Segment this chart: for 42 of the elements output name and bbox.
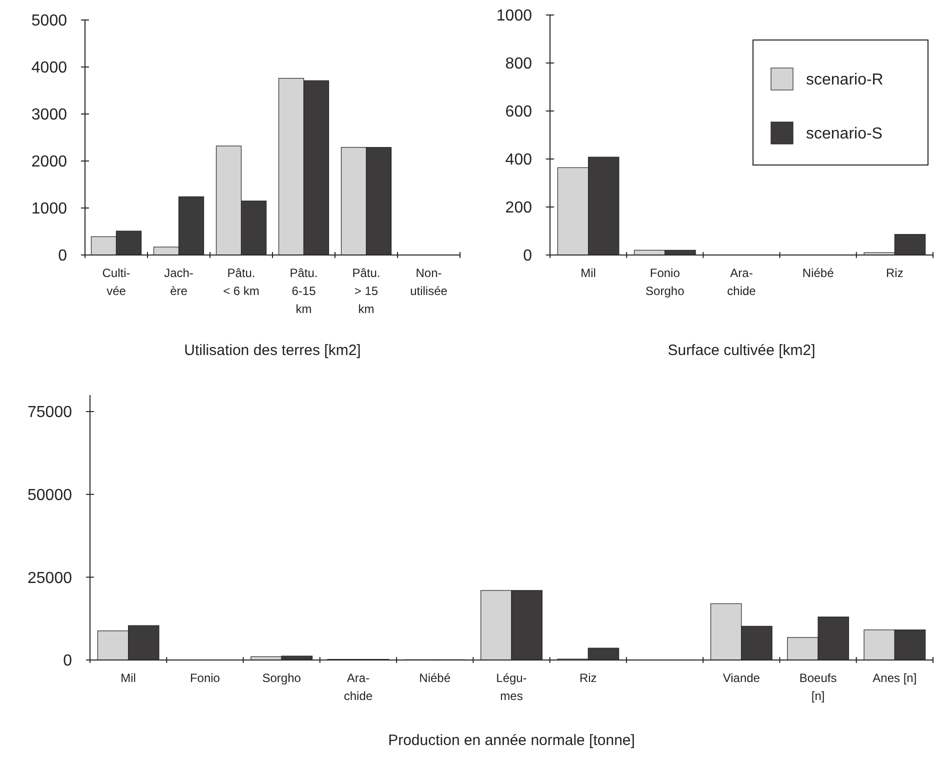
x-tick-label: Pâtu. < 6 km xyxy=(223,266,260,298)
x-tick-label: Fonio Sorgho xyxy=(646,266,685,298)
x-tick-label: Fonio xyxy=(190,671,220,685)
x-tick-label: Boeufs [n] xyxy=(799,671,837,703)
y-tick-label: 1000 xyxy=(496,8,532,25)
y-tick-label: 25000 xyxy=(28,570,72,587)
x-tick-label: Sorgho xyxy=(262,671,302,685)
x-tick-label: Anes [n] xyxy=(872,671,917,685)
y-tick-label: 600 xyxy=(505,104,532,121)
y-tick-label: 0 xyxy=(58,248,68,265)
y-tick-label: 4000 xyxy=(31,60,68,77)
y-tick-label: 50000 xyxy=(28,486,72,504)
y-tick-label: 75000 xyxy=(28,404,72,422)
y-tick-label: 3000 xyxy=(31,106,68,124)
y-tick-label: 5000 xyxy=(31,12,68,30)
x-tick-label: Légu- mes xyxy=(496,671,527,703)
x-tick-label: Riz xyxy=(579,671,597,685)
x-axis-title: Surface cultivée [km2] xyxy=(668,342,816,359)
y-tick-label: 2000 xyxy=(31,154,68,171)
y-tick-label: 1000 xyxy=(31,200,68,218)
x-tick-label: Pâtu. > 15 km xyxy=(352,266,380,316)
x-tick-label: Non- utilisée xyxy=(410,266,448,298)
x-tick-label: Pâtu. 6-15 km xyxy=(290,266,318,316)
x-tick-label: Mil xyxy=(580,266,596,280)
x-tick-label: Riz xyxy=(886,266,904,280)
legend-label: scenario-S xyxy=(806,126,882,143)
y-tick-label: 0 xyxy=(523,248,532,265)
x-tick-label: Jach- ère xyxy=(164,266,194,298)
x-tick-label: Mil xyxy=(120,671,136,685)
y-tick-label: 0 xyxy=(63,652,72,670)
x-tick-label: Viande xyxy=(722,671,760,685)
x-tick-label: Culti- vée xyxy=(102,266,130,298)
y-tick-label: 200 xyxy=(505,200,532,217)
legend-label: scenario-R xyxy=(806,72,884,89)
y-tick-label: 800 xyxy=(505,56,532,73)
x-axis-title: Production en année normale [tonne] xyxy=(388,732,635,749)
x-tick-label: Ara- chide xyxy=(344,671,373,703)
x-axis-title: Utilisation des terres [km2] xyxy=(184,342,361,359)
x-tick-label: Niébé xyxy=(419,671,451,685)
x-tick-label: Niébé xyxy=(802,266,834,280)
y-tick-label: 400 xyxy=(505,152,532,169)
x-tick-label: Ara- chide xyxy=(727,266,756,298)
